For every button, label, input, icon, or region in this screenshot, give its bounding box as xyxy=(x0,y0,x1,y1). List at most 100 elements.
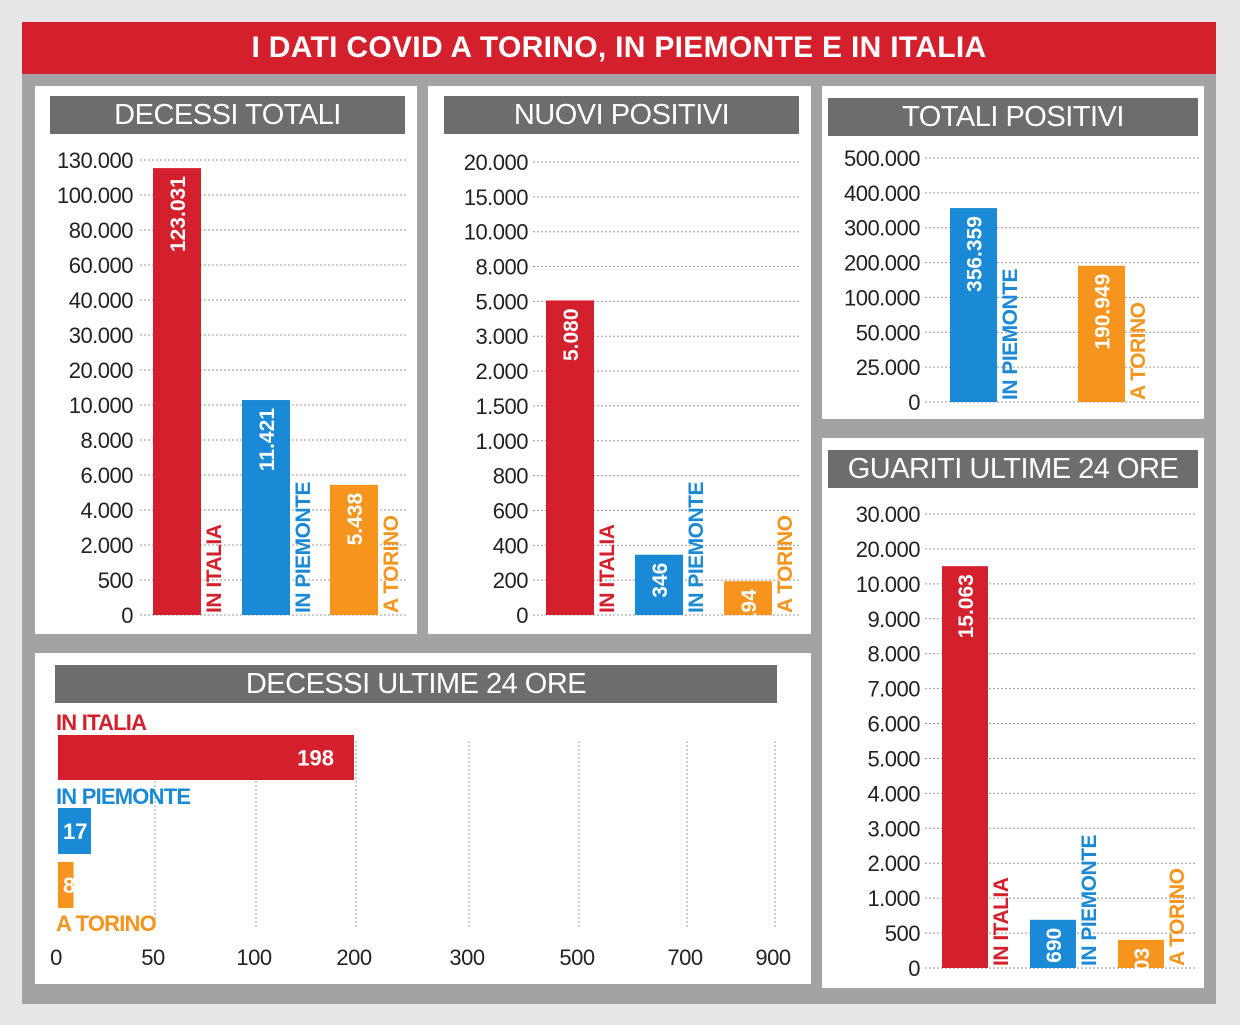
bar-value-label: 356.359 xyxy=(964,216,987,292)
x-tick-label: 0 xyxy=(50,945,62,970)
y-tick-label: 0 xyxy=(908,390,920,415)
category-label: IN ITALIA xyxy=(56,710,147,735)
bar-orange xyxy=(58,862,74,908)
bar-red xyxy=(58,735,354,780)
y-tick-label: 8.000 xyxy=(867,642,920,667)
category-label: IN PIEMONTE xyxy=(1078,834,1101,966)
y-tick-label: 1.000 xyxy=(475,429,528,454)
y-tick-label: 10.000 xyxy=(856,572,921,597)
chart-guariti-24: 30.000 20.000 10.000 9.000 8.000 7.000 6.000 5.… xyxy=(856,502,1197,983)
y-tick-label: 5.000 xyxy=(867,746,920,771)
panel-guariti-24: GUARITI ULTIME 24 ORE 30.000 20.000 10.000… xyxy=(822,438,1204,988)
bar-value-label: 5.080 xyxy=(560,308,583,361)
panel-decessi-totali: DECESSI TOTALI 130.000 100.000 80.000 60.00… xyxy=(35,86,417,634)
y-tick-label: 3.000 xyxy=(867,816,920,841)
bar-blue xyxy=(635,554,683,615)
y-tick-label: 10.000 xyxy=(69,393,134,418)
y-tick-label: 0 xyxy=(121,603,133,628)
y-tick-label: 200.000 xyxy=(844,251,920,276)
chart-title: GUARITI ULTIME 24 ORE xyxy=(828,450,1198,488)
y-tick-label: 1.500 xyxy=(475,394,528,419)
category-label: IN PIEMONTE xyxy=(292,481,315,613)
chart-title: TOTALI POSITIVI xyxy=(828,98,1198,136)
y-tick-label: 60.000 xyxy=(69,253,134,278)
y-tick-label: 0 xyxy=(908,956,920,981)
x-tick-label: 300 xyxy=(449,945,484,970)
y-tick-label: 20.000 xyxy=(856,537,921,562)
y-tick-label: 100.000 xyxy=(844,285,920,310)
y-tick-label: 0 xyxy=(516,603,528,628)
y-tick-label: 30.000 xyxy=(69,323,134,348)
bar-value-label: 8 xyxy=(63,873,75,898)
category-label: IN ITALIA xyxy=(990,877,1013,966)
panel-nuovi-positivi: NUOVI POSITIVI 20.000 15.000 10.000 8.000 5.… xyxy=(428,86,811,634)
x-tick-label: 700 xyxy=(667,945,702,970)
y-tick-label: 6.000 xyxy=(80,463,133,488)
panel-decessi-24: DECESSI ULTIME 24 ORE 0 50 100 200 300 500 700… xyxy=(35,653,811,984)
y-tick-label: 7.000 xyxy=(867,677,920,702)
bar-value-label: 690 xyxy=(1043,928,1066,963)
category-label: IN PIEMONTE xyxy=(685,481,708,613)
y-tick-label: 400 xyxy=(493,533,528,558)
bar-value-label: 190.949 xyxy=(1092,274,1115,350)
bar-blue xyxy=(1030,919,1076,968)
bar-orange xyxy=(1118,939,1164,968)
y-tick-label: 500 xyxy=(885,921,920,946)
category-label: IN PIEMONTE xyxy=(999,268,1022,400)
y-tick-label: 50.000 xyxy=(856,320,921,345)
y-tick-label: 20.000 xyxy=(69,358,134,383)
bar-blue xyxy=(950,208,997,402)
category-label: A TORINO xyxy=(380,515,403,613)
y-tick-label: 2.000 xyxy=(80,533,133,558)
bar-red xyxy=(942,566,988,968)
chart-totali-positivi: 500.000 400.000 300.000 200.000 100.000 50.00… xyxy=(844,146,1199,415)
category-label: IN ITALIA xyxy=(203,524,226,613)
bar-orange xyxy=(1078,265,1125,402)
bar-blue xyxy=(58,808,91,854)
y-tick-label: 4.000 xyxy=(867,781,920,806)
y-tick-label: 8.000 xyxy=(475,255,528,280)
bar-blue xyxy=(242,400,290,615)
category-label: A TORINO xyxy=(1166,868,1189,966)
x-tick-label: 500 xyxy=(559,945,594,970)
bar-value-label: 123.031 xyxy=(167,176,190,252)
bar-orange xyxy=(330,484,378,615)
bar-orange xyxy=(724,581,772,615)
category-label: IN ITALIA xyxy=(596,524,619,613)
y-tick-label: 9.000 xyxy=(867,607,920,632)
bar-value-label: 15.063 xyxy=(955,574,978,638)
chart-title: DECESSI ULTIME 24 ORE xyxy=(55,665,777,703)
y-tick-label: 1.000 xyxy=(867,886,920,911)
bar-value-label: 5.438 xyxy=(344,493,367,546)
bar-red xyxy=(153,168,201,615)
page-title: I DATI COVID A TORINO, IN PIEMONTE E IN … xyxy=(22,22,1216,74)
y-tick-label: 400.000 xyxy=(844,181,920,206)
y-tick-label: 10.000 xyxy=(464,220,529,245)
y-tick-label: 6.000 xyxy=(867,712,920,737)
chart-nuovi-positivi: 20.000 15.000 10.000 8.000 5.000 3.000 2.000 1.… xyxy=(464,150,800,628)
bar-red xyxy=(546,300,594,615)
bar-value-label: 346 xyxy=(649,563,672,598)
y-tick-label: 25.000 xyxy=(856,355,921,380)
category-label: A TORINO xyxy=(56,911,157,936)
x-tick-label: 900 xyxy=(755,945,790,970)
x-tick-label: 200 xyxy=(336,945,371,970)
y-tick-label: 600 xyxy=(493,498,528,523)
y-tick-label: 40.000 xyxy=(69,288,134,313)
x-tick-label: 100 xyxy=(236,945,271,970)
y-tick-label: 800 xyxy=(493,464,528,489)
category-label: A TORINO xyxy=(1127,302,1150,400)
y-tick-label: 2.000 xyxy=(867,851,920,876)
y-tick-label: 4.000 xyxy=(80,498,133,523)
y-tick-label: 5.000 xyxy=(475,289,528,314)
bar-value-label: 194 xyxy=(738,589,761,624)
y-tick-label: 300.000 xyxy=(844,216,920,241)
bar-value-label: 198 xyxy=(297,746,334,771)
bar-value-label: 17 xyxy=(63,819,87,844)
bar-value-label: 11.421 xyxy=(256,408,279,471)
y-tick-label: 2.000 xyxy=(475,359,528,384)
chart-title: DECESSI TOTALI xyxy=(50,96,405,134)
y-tick-label: 20.000 xyxy=(464,150,529,175)
y-tick-label: 130.000 xyxy=(57,148,133,173)
y-tick-label: 500.000 xyxy=(844,146,920,171)
